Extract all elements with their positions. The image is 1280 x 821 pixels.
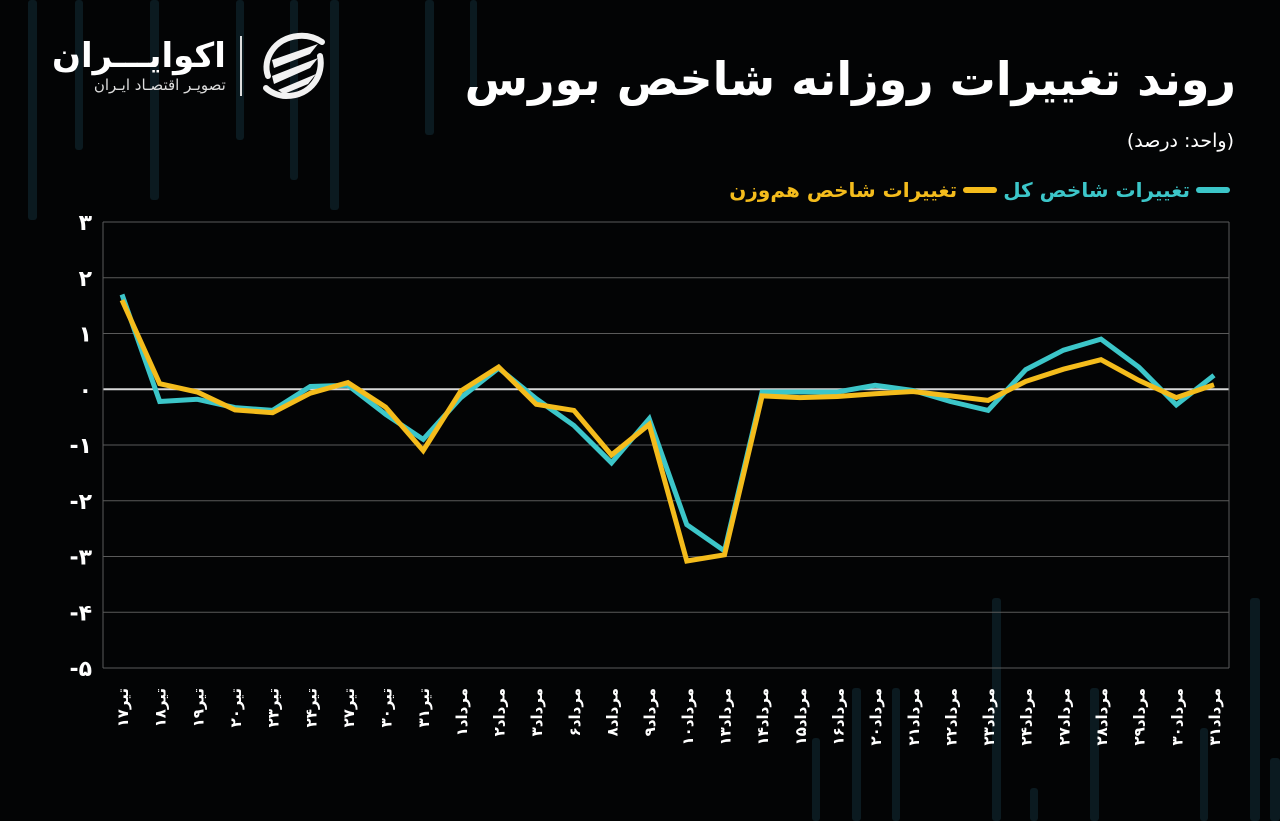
x-tick-label: مرداد۹ — [641, 688, 659, 736]
chart-series — [119, 293, 1216, 564]
x-tick-label: تیر۲۳ — [265, 688, 283, 727]
x-tick-label: مرداد۱۵ — [792, 688, 810, 745]
brand-tagline: تصویـر اقتصـاد ایـران — [93, 76, 226, 94]
header: اکوایـــران تصویـر اقتصـاد ایـران روند ت… — [0, 0, 1280, 202]
brand-name: اکوایـــران — [52, 36, 226, 76]
y-tick-label: ۲ — [79, 267, 93, 292]
x-tick-label: تیر۱۷ — [114, 688, 132, 727]
x-tick-label: مرداد۲۲ — [942, 688, 960, 745]
page-title: روند تغییرات روزانه شاخص بورس — [464, 52, 1237, 106]
legend-label-total: تغییرات شاخص کل — [1003, 178, 1190, 202]
legend-item-equal: تغییرات شاخص هم‌وزن — [729, 178, 998, 202]
x-tick-label: مرداد۲۱ — [905, 688, 923, 745]
brand-logo: اکوایـــران تصویـر اقتصـاد ایـران — [52, 30, 332, 102]
x-tick-label: مرداد۲۳ — [980, 688, 998, 745]
chart-legend: تغییرات شاخص کل تغییرات شاخص هم‌وزن — [729, 178, 1230, 202]
x-tick-label: تیر۲۰ — [227, 688, 245, 727]
series-line-equal-weight — [119, 299, 1215, 564]
x-axis: تیر۱۷ تیر۱۸ تیر۱۹ تیر۲۰ تیر۲۳ تیر۲۴ تیر۲۷ تیر۳۰… — [114, 688, 1224, 745]
legend-label-equal: تغییرات شاخص هم‌وزن — [729, 178, 958, 202]
x-tick-label: مرداد۱۶ — [829, 688, 847, 745]
x-tick-label: تیر۲۴ — [302, 688, 320, 727]
y-tick-label: ۳ — [79, 211, 93, 236]
x-tick-label: تیر۱۹ — [189, 688, 207, 727]
x-tick-label: مرداد۱۴ — [754, 688, 772, 745]
unit-label: (واحد: درصد) — [1126, 130, 1234, 152]
y-tick-label: ۰ — [79, 378, 92, 403]
y-axis: ۳ ۲ ۱ ۰ -۱ -۲ -۳ -۴ -۵ — [69, 211, 92, 682]
y-tick-label: -۱ — [69, 434, 92, 459]
y-tick-label: -۲ — [69, 490, 92, 515]
x-tick-label: مرداد۳ — [528, 688, 546, 736]
x-tick-label: مرداد۱۰ — [679, 688, 697, 745]
x-tick-label: مرداد۲ — [491, 688, 509, 736]
x-tick-label: مرداد۲۴ — [1018, 688, 1036, 745]
x-tick-label: مرداد۱ — [453, 688, 471, 736]
x-tick-label: مرداد۲۰ — [867, 688, 885, 745]
x-tick-label: مرداد۲۹ — [1131, 688, 1149, 745]
series-line-total — [119, 293, 1216, 556]
x-tick-label: مرداد۸ — [604, 688, 622, 736]
x-tick-label: تیر۲۷ — [340, 688, 358, 727]
legend-item-total: تغییرات شاخص کل — [1003, 178, 1230, 202]
logo-divider — [239, 36, 242, 96]
x-tick-label: تیر۳۱ — [415, 688, 433, 727]
y-tick-label: -۵ — [69, 657, 92, 682]
x-tick-label: مرداد۳۰ — [1168, 688, 1186, 745]
x-tick-label: مرداد۲۷ — [1055, 688, 1073, 745]
y-tick-label: -۳ — [69, 546, 92, 571]
y-tick-label: ۱ — [79, 323, 92, 348]
x-tick-label: مرداد۳۱ — [1206, 688, 1224, 745]
x-tick-label: مرداد۶ — [566, 688, 584, 736]
x-tick-label: مرداد۱۳ — [716, 688, 734, 745]
legend-swatch-equal — [963, 187, 998, 193]
y-tick-label: -۴ — [69, 601, 92, 626]
x-tick-label: تیر۱۸ — [152, 688, 170, 727]
x-tick-label: مرداد۲۸ — [1093, 688, 1111, 745]
legend-swatch-total — [1196, 187, 1230, 193]
chart-grid — [102, 221, 1230, 669]
ecoiran-swirl-icon — [262, 32, 325, 100]
x-tick-label: تیر۳۰ — [378, 688, 396, 727]
